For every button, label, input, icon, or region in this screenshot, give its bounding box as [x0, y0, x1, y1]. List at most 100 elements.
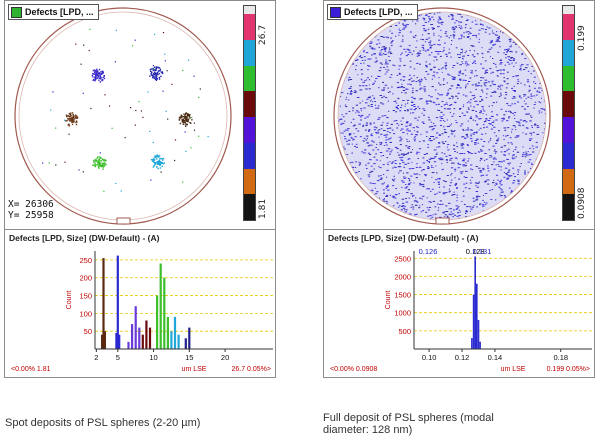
defect-point	[359, 136, 362, 138]
histogram-bar	[134, 306, 137, 349]
defect-point	[479, 170, 482, 171]
defect-point	[450, 167, 454, 169]
defect-point	[355, 60, 358, 61]
defect-point	[157, 167, 159, 170]
defect-point	[152, 141, 154, 143]
defect-point	[517, 171, 519, 173]
defect-point	[500, 184, 503, 186]
defect-point	[494, 184, 496, 186]
defect-point	[408, 79, 411, 80]
defect-point	[473, 56, 476, 58]
defect-point	[181, 119, 183, 121]
histogram-bar	[159, 263, 162, 349]
defect-point	[483, 216, 486, 218]
defect-point	[469, 102, 472, 104]
defect-point	[433, 138, 435, 140]
defect-point	[469, 168, 472, 170]
defect-point	[484, 215, 486, 217]
defect-point	[493, 126, 496, 128]
defect-point	[190, 122, 192, 124]
defect-point	[366, 168, 368, 169]
defect-point	[531, 127, 533, 128]
defect-point	[186, 116, 188, 118]
defect-point	[98, 72, 101, 74]
defect-point	[434, 51, 438, 52]
defect-point	[514, 90, 516, 92]
defect-point	[476, 104, 479, 106]
defect-point	[486, 51, 490, 53]
defect-point	[98, 167, 100, 169]
left-wafer-title[interactable]: Defects [LPD, ...	[8, 4, 99, 20]
defect-point	[411, 96, 414, 98]
defect-point	[174, 139, 177, 141]
defect-point	[438, 51, 442, 52]
defect-point	[505, 173, 509, 175]
defect-point	[539, 102, 542, 104]
defect-point	[495, 40, 498, 42]
defect-point	[415, 166, 418, 168]
defect-point	[492, 18, 495, 19]
defect-point	[437, 93, 440, 95]
defect-point	[534, 194, 537, 196]
defect-point	[374, 187, 376, 189]
defect-point	[156, 155, 158, 158]
defect-point	[104, 77, 106, 80]
defect-point	[529, 207, 532, 209]
defect-point	[438, 110, 441, 111]
right-wafer-map[interactable]: Defects [LPD, ...	[324, 1, 560, 227]
defect-point	[421, 204, 423, 206]
defect-point	[522, 120, 525, 122]
defect-point	[451, 15, 454, 16]
defect-point	[511, 131, 513, 133]
defect-point	[453, 77, 456, 79]
defect-point	[414, 204, 418, 206]
defect-point	[369, 122, 372, 124]
defect-point	[400, 123, 403, 125]
defect-point	[388, 138, 391, 140]
defect-point	[420, 87, 423, 89]
defect-point	[512, 182, 515, 184]
defect-point	[424, 90, 426, 91]
defect-point	[496, 31, 498, 33]
left-wafer-map[interactable]: Defects [LPD, ... X= 26306 Y= 25958	[5, 1, 241, 227]
defect-point	[465, 134, 469, 136]
defect-point	[185, 113, 187, 115]
defect-point	[475, 196, 479, 198]
defect-point	[415, 213, 417, 215]
defect-point	[465, 170, 468, 172]
defect-point	[410, 193, 413, 195]
defect-point	[515, 121, 518, 123]
defect-point	[484, 180, 487, 182]
defect-point	[370, 41, 373, 43]
defect-point	[505, 210, 508, 212]
defect-point	[156, 67, 158, 69]
defect-point	[520, 67, 522, 69]
defect-point	[500, 189, 503, 191]
defect-point	[149, 70, 152, 73]
defect-point	[529, 33, 531, 35]
defect-point	[350, 209, 353, 211]
defect-point	[531, 164, 534, 165]
defect-point	[470, 116, 472, 118]
defect-point	[193, 75, 195, 77]
defect-point	[427, 146, 430, 148]
defect-point	[389, 137, 392, 139]
defect-point	[525, 127, 529, 129]
defect-point	[366, 98, 369, 100]
right-wafer-title[interactable]: Defects [LPD, ...	[327, 4, 418, 20]
defect-point	[497, 88, 499, 90]
defect-point	[353, 132, 355, 134]
defect-point	[428, 206, 431, 208]
defect-point	[342, 146, 345, 148]
defect-point	[95, 78, 97, 80]
defect-point	[92, 70, 95, 72]
defect-point	[529, 132, 532, 134]
defect-point	[442, 143, 445, 145]
defect-point	[385, 36, 388, 38]
defect-point	[430, 136, 433, 137]
defect-point	[512, 173, 515, 175]
defect-point	[438, 44, 441, 46]
defect-point	[405, 51, 407, 53]
defect-point	[102, 71, 104, 73]
defect-point	[432, 167, 434, 168]
